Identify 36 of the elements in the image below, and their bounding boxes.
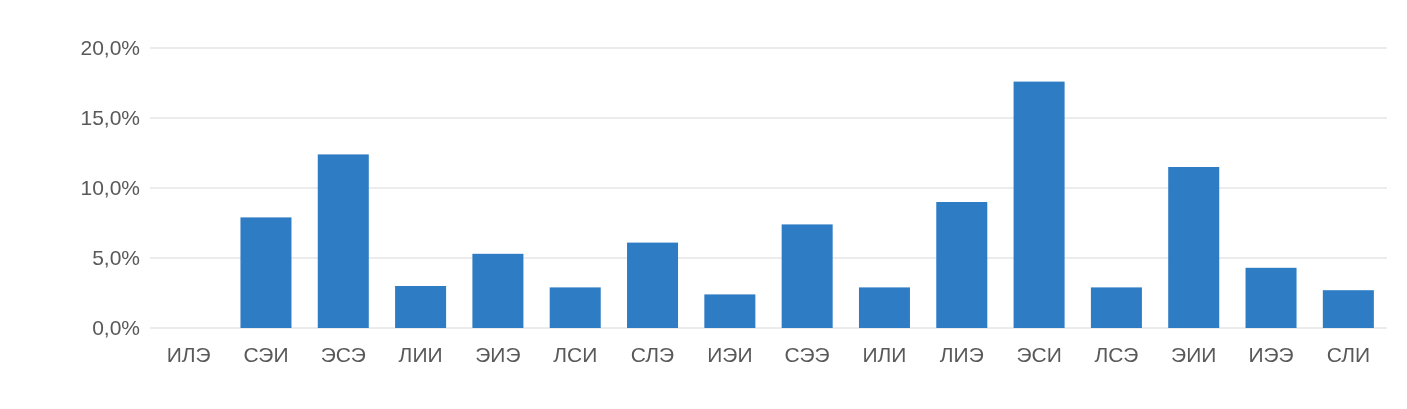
x-tick-label: ЭИИ (1171, 343, 1217, 366)
x-tick-label: ЭСЭ (320, 343, 366, 366)
bar (1090, 287, 1142, 328)
y-tick-label: 10,0% (80, 176, 140, 200)
x-tick-label: СЛЭ (630, 343, 675, 366)
bar (1322, 290, 1374, 328)
bar (549, 287, 601, 328)
y-tick-label: 15,0% (80, 106, 140, 130)
bar (1168, 167, 1220, 328)
bar (858, 287, 910, 328)
x-tick-label: СЭЭ (784, 343, 830, 366)
x-tick-label: СЛИ (1326, 343, 1371, 366)
x-tick-label: ИЭЭ (1248, 343, 1294, 366)
bar (936, 202, 988, 328)
bar (317, 154, 369, 328)
bar (1013, 81, 1065, 328)
x-tick-label: ЭСИ (1016, 343, 1062, 366)
y-tick-label: 0,0% (92, 316, 140, 340)
bar (704, 294, 756, 328)
bar (1245, 267, 1297, 328)
x-tick-label: ИЭИ (707, 343, 753, 366)
x-tick-label: ЛСИ (553, 343, 598, 366)
bar (395, 286, 447, 328)
x-tick-label: ЛСЭ (1094, 343, 1139, 366)
bar (781, 224, 833, 328)
bar (472, 253, 524, 328)
x-tick-label: ЭИЭ (475, 343, 521, 366)
bar (240, 217, 292, 328)
x-tick-label: ИЛЭ (166, 343, 211, 366)
bar (627, 242, 679, 328)
x-tick-label: ИЛИ (862, 343, 907, 366)
x-tick-label: ЛИЭ (939, 343, 984, 366)
y-tick-label: 5,0% (92, 246, 140, 270)
x-tick-label: ЛИИ (398, 343, 443, 366)
y-tick-label: 20,0% (80, 36, 140, 60)
x-tick-label: СЭИ (243, 343, 289, 366)
